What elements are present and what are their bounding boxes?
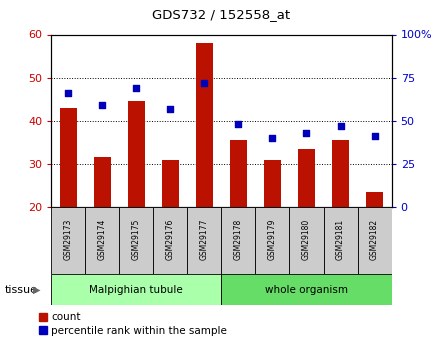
Point bbox=[201, 80, 208, 86]
Bar bbox=[358, 207, 392, 274]
Point bbox=[269, 135, 276, 141]
Point bbox=[371, 134, 378, 139]
Text: tissue: tissue bbox=[4, 285, 37, 295]
Point bbox=[303, 130, 310, 136]
Text: Malpighian tubule: Malpighian tubule bbox=[89, 285, 183, 295]
Bar bbox=[51, 274, 222, 305]
Bar bbox=[332, 140, 349, 207]
Bar bbox=[196, 43, 213, 207]
Bar bbox=[264, 159, 281, 207]
Bar bbox=[119, 207, 153, 274]
Bar bbox=[255, 207, 290, 274]
Text: ▶: ▶ bbox=[32, 285, 40, 295]
Bar bbox=[85, 207, 119, 274]
Text: GSM29178: GSM29178 bbox=[234, 219, 243, 260]
Bar bbox=[60, 108, 77, 207]
Bar bbox=[222, 207, 255, 274]
Bar bbox=[187, 207, 222, 274]
Point bbox=[235, 121, 242, 127]
Bar bbox=[162, 159, 179, 207]
Text: GSM29181: GSM29181 bbox=[336, 219, 345, 260]
Bar bbox=[51, 207, 85, 274]
Point bbox=[133, 85, 140, 91]
Text: GSM29177: GSM29177 bbox=[200, 219, 209, 260]
Text: whole organism: whole organism bbox=[265, 285, 348, 295]
Bar bbox=[298, 149, 315, 207]
Point bbox=[65, 90, 72, 96]
Text: GSM29175: GSM29175 bbox=[132, 219, 141, 260]
Text: GSM29182: GSM29182 bbox=[370, 219, 379, 260]
Bar bbox=[153, 207, 187, 274]
Point bbox=[99, 102, 106, 108]
Point bbox=[337, 123, 344, 129]
Bar bbox=[230, 140, 247, 207]
Text: GSM29176: GSM29176 bbox=[166, 219, 175, 260]
Bar bbox=[324, 207, 358, 274]
Bar bbox=[222, 274, 392, 305]
Bar bbox=[128, 101, 145, 207]
Bar bbox=[94, 157, 111, 207]
Text: GSM29179: GSM29179 bbox=[268, 219, 277, 260]
Text: GDS732 / 152558_at: GDS732 / 152558_at bbox=[152, 8, 291, 21]
Legend: count, percentile rank within the sample: count, percentile rank within the sample bbox=[36, 308, 231, 340]
Text: GSM29174: GSM29174 bbox=[98, 219, 107, 260]
Text: GSM29180: GSM29180 bbox=[302, 219, 311, 260]
Bar bbox=[290, 207, 324, 274]
Point bbox=[167, 106, 174, 111]
Bar bbox=[366, 192, 383, 207]
Text: GSM29173: GSM29173 bbox=[64, 219, 73, 260]
